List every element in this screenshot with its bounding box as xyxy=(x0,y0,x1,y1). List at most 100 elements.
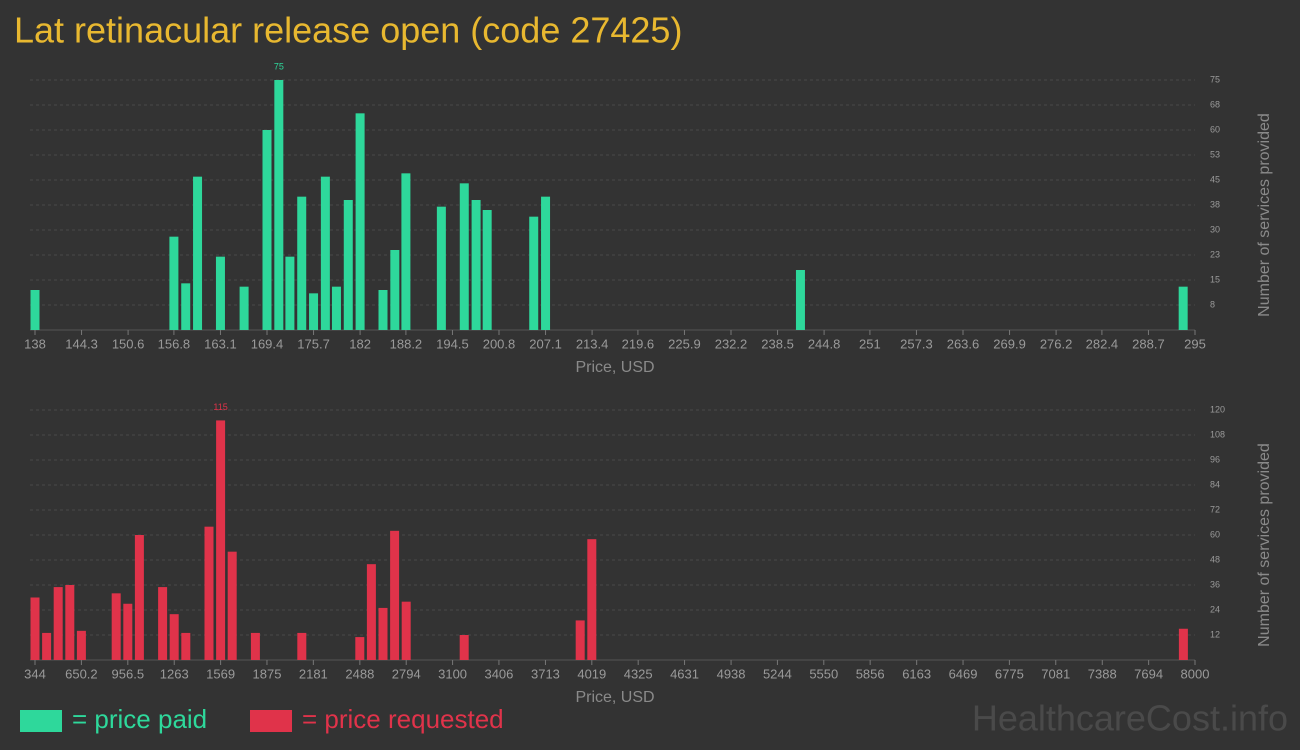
x-tick-label: 5856 xyxy=(856,666,885,681)
x-tick-label: 650.2 xyxy=(65,666,98,681)
x-tick-label: 182 xyxy=(349,336,371,351)
x-tick-label: 175.7 xyxy=(297,336,330,351)
bar xyxy=(575,620,585,660)
bar xyxy=(459,183,469,330)
y-tick-label: 12 xyxy=(1210,629,1220,639)
bar xyxy=(331,286,341,330)
x-tick-label: 238.5 xyxy=(761,336,794,351)
y-tick-label: 75 xyxy=(1210,74,1220,84)
bar xyxy=(378,607,388,660)
y-tick-label: 8 xyxy=(1210,299,1215,309)
x-tick-label: 251 xyxy=(859,336,881,351)
x-tick-label: 282.4 xyxy=(1086,336,1119,351)
bar xyxy=(239,286,249,330)
x-tick-label: 4325 xyxy=(624,666,653,681)
bar xyxy=(320,176,330,330)
x-tick-label: 150.6 xyxy=(112,336,145,351)
y-tick-label: 48 xyxy=(1210,554,1220,564)
x-tick-label: 269.9 xyxy=(993,336,1026,351)
bar xyxy=(53,587,63,660)
x-tick-label: 2488 xyxy=(345,666,374,681)
x-tick-label: 244.8 xyxy=(808,336,841,351)
x-tick-label: 257.3 xyxy=(900,336,933,351)
bar xyxy=(250,632,260,660)
bar xyxy=(297,196,307,330)
bar xyxy=(355,113,365,330)
x-axis-label: Price, USD xyxy=(575,359,654,376)
x-tick-label: 3713 xyxy=(531,666,560,681)
max-value-label: 115 xyxy=(213,402,227,412)
legend-label: = price paid xyxy=(72,704,207,734)
x-tick-label: 144.3 xyxy=(65,336,98,351)
bar xyxy=(355,637,365,660)
x-tick-label: 8000 xyxy=(1181,666,1210,681)
legend-swatch xyxy=(20,710,62,732)
bar xyxy=(30,597,40,660)
bar xyxy=(471,200,481,330)
bar xyxy=(436,206,446,330)
bar xyxy=(42,632,52,660)
bar xyxy=(390,530,400,660)
bar xyxy=(169,614,179,660)
bar xyxy=(274,80,284,330)
x-tick-label: 7388 xyxy=(1088,666,1117,681)
x-tick-label: 3406 xyxy=(484,666,513,681)
bar xyxy=(216,420,226,660)
y-axis-label: Number of services provided xyxy=(1256,443,1273,647)
y-tick-label: 84 xyxy=(1210,479,1220,489)
x-tick-label: 6163 xyxy=(902,666,931,681)
bar xyxy=(378,290,388,330)
x-tick-label: 219.6 xyxy=(622,336,655,351)
bar xyxy=(285,256,295,330)
x-tick-label: 5244 xyxy=(763,666,792,681)
bar xyxy=(482,210,492,330)
x-tick-label: 263.6 xyxy=(947,336,980,351)
x-tick-label: 1875 xyxy=(253,666,282,681)
bar xyxy=(111,593,121,660)
x-tick-label: 1263 xyxy=(160,666,189,681)
x-tick-label: 225.9 xyxy=(668,336,701,351)
y-tick-label: 30 xyxy=(1210,224,1220,234)
bar xyxy=(541,196,551,330)
bar xyxy=(297,632,307,660)
bar xyxy=(215,256,225,330)
bar xyxy=(123,603,133,660)
x-tick-label: 344 xyxy=(24,666,46,681)
x-tick-label: 169.4 xyxy=(251,336,284,351)
bar xyxy=(30,290,40,330)
bar xyxy=(1178,286,1188,330)
x-tick-label: 7694 xyxy=(1134,666,1163,681)
y-tick-label: 36 xyxy=(1210,579,1220,589)
bar xyxy=(587,539,597,660)
bar xyxy=(65,585,75,660)
y-axis-label: Number of services provided xyxy=(1256,113,1273,317)
x-tick-label: 6469 xyxy=(949,666,978,681)
y-tick-label: 72 xyxy=(1210,504,1220,514)
bar xyxy=(181,632,191,660)
bar xyxy=(366,564,376,660)
y-tick-label: 53 xyxy=(1210,149,1220,159)
bar xyxy=(1178,628,1188,660)
x-tick-label: 232.2 xyxy=(715,336,748,351)
x-tick-label: 138 xyxy=(24,336,46,351)
page-title: Lat retinacular release open (code 27425… xyxy=(14,10,682,51)
y-tick-label: 108 xyxy=(1210,429,1225,439)
x-tick-label: 3100 xyxy=(438,666,467,681)
y-tick-label: 24 xyxy=(1210,604,1220,614)
x-tick-label: 188.2 xyxy=(390,336,423,351)
y-tick-label: 120 xyxy=(1210,404,1225,414)
x-tick-label: 276.2 xyxy=(1040,336,1073,351)
x-tick-label: 4019 xyxy=(577,666,606,681)
y-tick-label: 45 xyxy=(1210,174,1220,184)
x-axis-label: Price, USD xyxy=(575,689,654,706)
bar xyxy=(529,216,539,330)
bar xyxy=(204,526,214,660)
x-tick-label: 163.1 xyxy=(204,336,237,351)
y-tick-label: 68 xyxy=(1210,99,1220,109)
bar xyxy=(401,173,411,330)
bar xyxy=(158,587,168,660)
x-tick-label: 4631 xyxy=(670,666,699,681)
x-tick-label: 7081 xyxy=(1041,666,1070,681)
x-tick-label: 288.7 xyxy=(1132,336,1165,351)
